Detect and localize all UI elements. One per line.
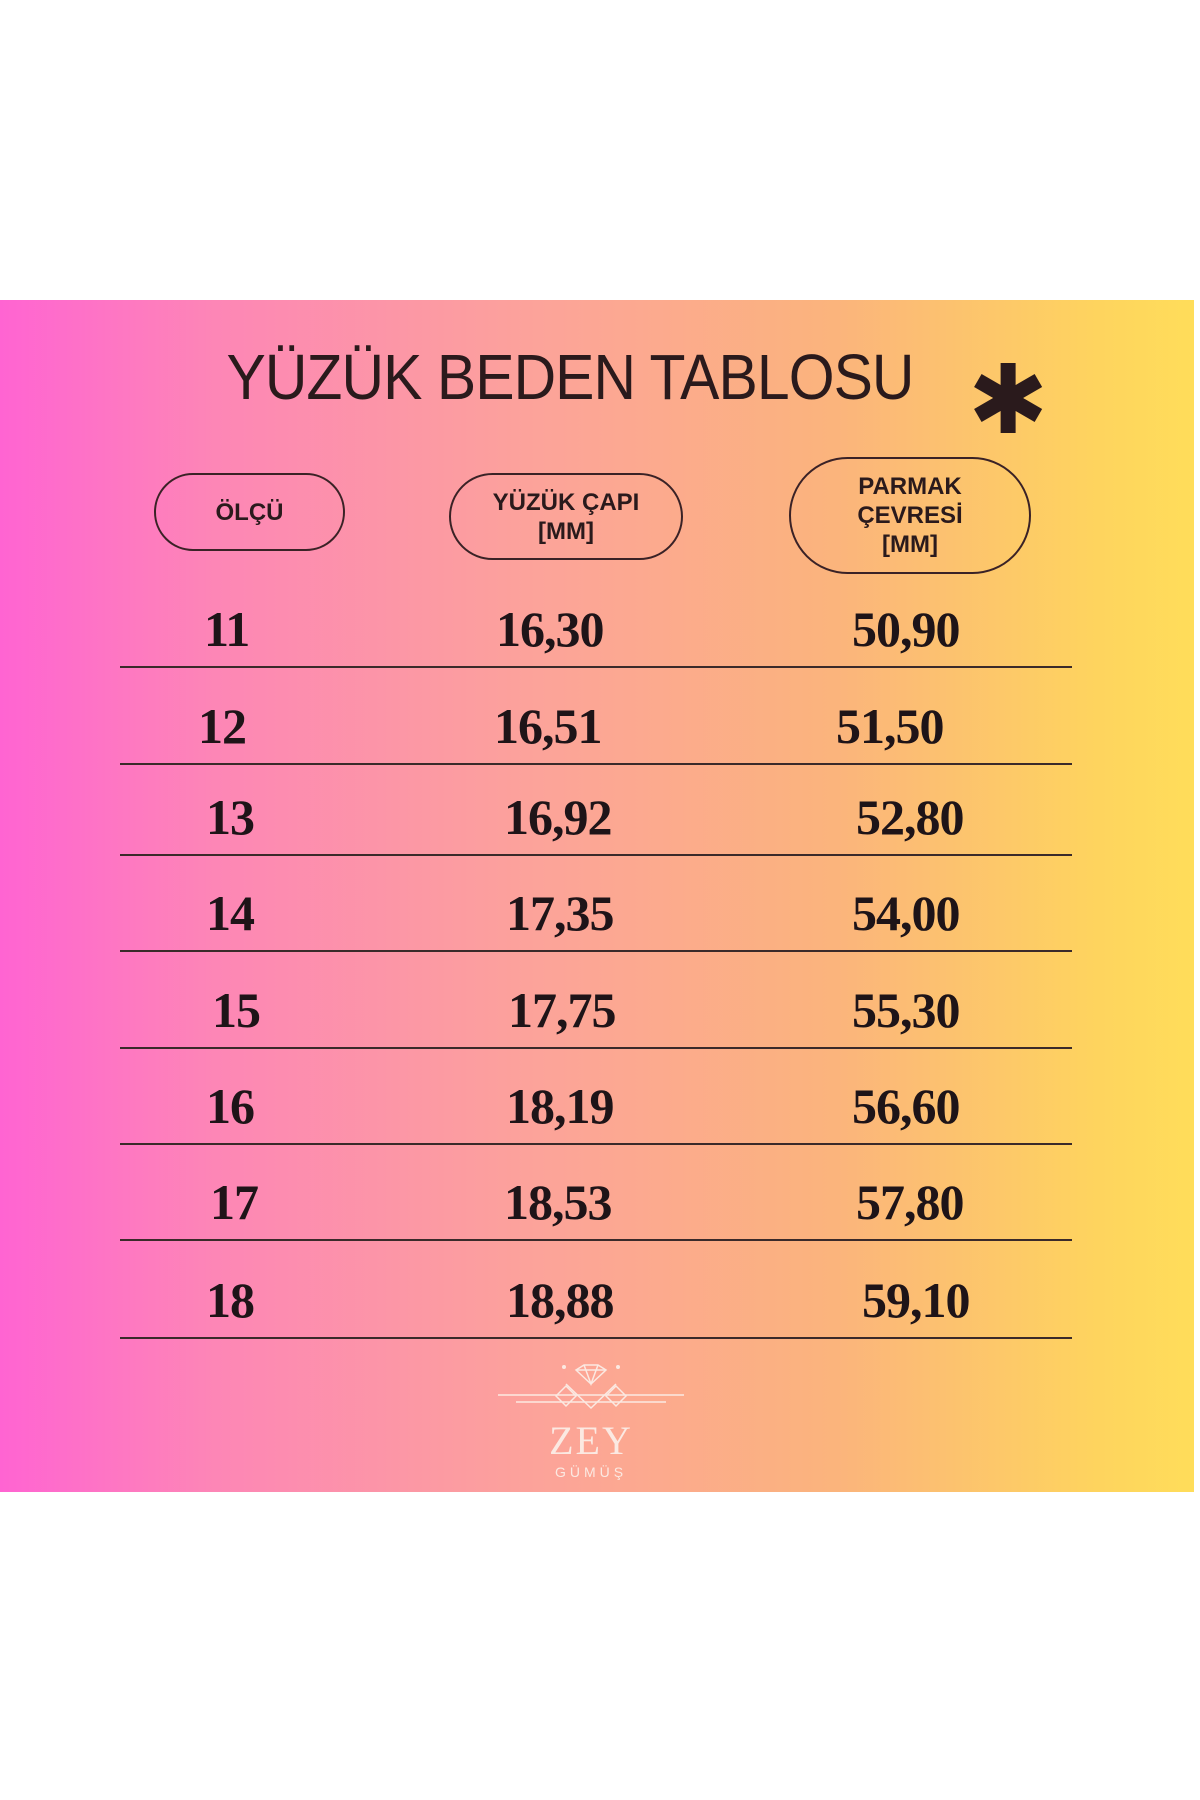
row-divider bbox=[120, 1143, 1072, 1145]
table-row: 17 18,53 57,80 bbox=[0, 1174, 1194, 1235]
table-row: 15 17,75 55,30 bbox=[0, 982, 1194, 1043]
brand-logo: ZEY GÜMÜŞ bbox=[496, 1362, 686, 1480]
cell-diameter: 16,30 bbox=[496, 601, 604, 657]
cell-circumference: 56,60 bbox=[852, 1078, 960, 1134]
cell-size: 15 bbox=[212, 982, 261, 1038]
diamond-ring-icon bbox=[498, 1364, 684, 1410]
cell-circumference: 55,30 bbox=[852, 982, 960, 1038]
row-divider bbox=[120, 666, 1072, 668]
table-row: 14 17,35 54,00 bbox=[0, 885, 1194, 946]
cell-circumference: 50,90 bbox=[852, 601, 960, 657]
header-circumference: PARMAK ÇEVRESİ [MM] bbox=[789, 457, 1031, 574]
row-divider bbox=[120, 763, 1072, 765]
brand-subtitle: GÜMÜŞ bbox=[554, 1464, 628, 1480]
brand-name: ZEY bbox=[549, 1418, 633, 1463]
table-row: 11 16,30 50,90 bbox=[0, 601, 1194, 662]
cell-diameter: 18,19 bbox=[506, 1078, 614, 1134]
row-divider bbox=[120, 1047, 1072, 1049]
table-row: 12 16,51 51,50 bbox=[0, 698, 1194, 759]
cell-circumference: 57,80 bbox=[856, 1174, 964, 1230]
cell-diameter: 18,88 bbox=[506, 1272, 614, 1328]
header-size: ÖLÇÜ bbox=[154, 473, 345, 551]
cell-size: 11 bbox=[204, 601, 250, 657]
cell-diameter: 17,35 bbox=[506, 885, 614, 941]
header-circ-line1: PARMAK bbox=[858, 473, 962, 500]
row-divider bbox=[120, 950, 1072, 952]
header-circ-line3: [MM] bbox=[882, 531, 938, 558]
header-diameter-line2: [MM] bbox=[538, 517, 594, 545]
row-divider bbox=[120, 1337, 1072, 1339]
asterisk-icon: ✱ bbox=[968, 344, 1049, 456]
cell-size: 18 bbox=[206, 1272, 255, 1328]
cell-circumference: 52,80 bbox=[856, 789, 964, 845]
table-row: 13 16,92 52,80 bbox=[0, 789, 1194, 850]
cell-diameter: 16,51 bbox=[494, 698, 602, 754]
page-title: YÜZÜK BEDEN TABLOSU bbox=[226, 341, 914, 413]
cell-circumference: 59,10 bbox=[862, 1272, 970, 1328]
row-divider bbox=[120, 854, 1072, 856]
cell-size: 13 bbox=[206, 789, 255, 845]
header-size-label: ÖLÇÜ bbox=[215, 498, 284, 526]
cell-diameter: 16,92 bbox=[504, 789, 612, 845]
header-diameter-line1: YÜZÜK ÇAPI bbox=[492, 488, 640, 516]
cell-size: 14 bbox=[206, 885, 255, 941]
row-divider bbox=[120, 1239, 1072, 1241]
cell-diameter: 18,53 bbox=[504, 1174, 612, 1230]
table-row: 18 18,88 59,10 bbox=[0, 1272, 1194, 1333]
table-row: 16 18,19 56,60 bbox=[0, 1078, 1194, 1139]
cell-size: 12 bbox=[198, 698, 247, 754]
header-circ-line2: ÇEVRESİ bbox=[857, 502, 963, 529]
cell-size: 17 bbox=[210, 1174, 259, 1230]
cell-size: 16 bbox=[206, 1078, 255, 1134]
header-diameter: YÜZÜK ÇAPI [MM] bbox=[449, 473, 683, 560]
cell-diameter: 17,75 bbox=[508, 982, 616, 1038]
cell-circumference: 51,50 bbox=[836, 698, 944, 754]
cell-circumference: 54,00 bbox=[852, 885, 960, 941]
